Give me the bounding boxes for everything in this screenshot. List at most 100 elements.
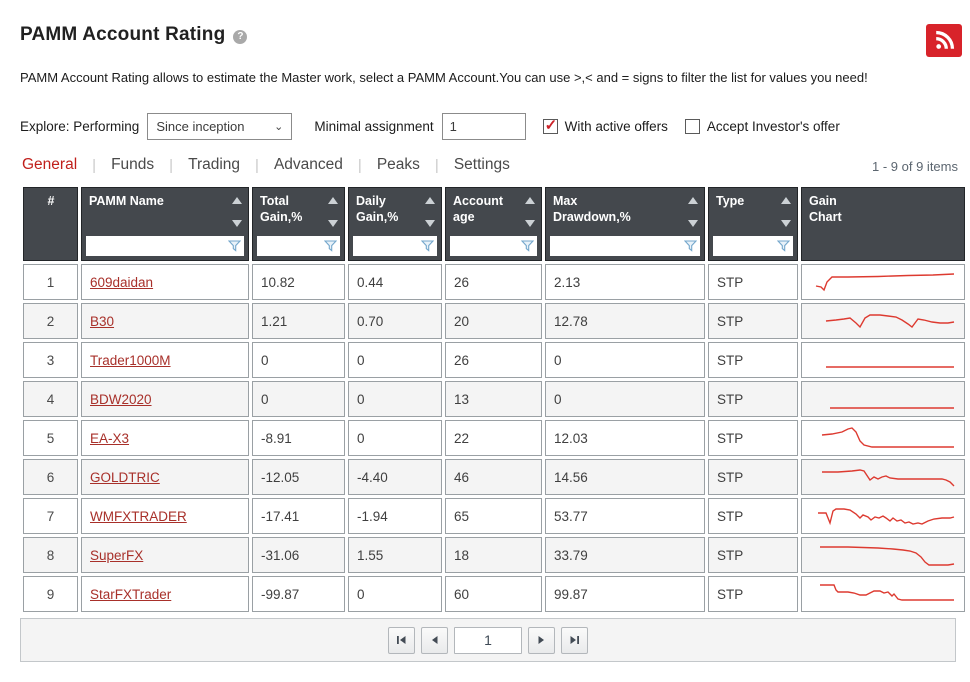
filter-funnel-icon[interactable] [324,240,337,252]
page-number-input[interactable] [454,626,522,654]
filter-funnel-icon[interactable] [777,240,790,252]
table-row: 9 StarFXTrader -99.87 0 60 99.87 STP [23,576,965,612]
pamm-name-link[interactable]: StarFXTrader [90,586,172,602]
tab-separator: | [357,156,362,174]
sort-asc-icon[interactable] [425,197,435,204]
table-row: 5 EA-X3 -8.91 0 22 12.03 STP [23,420,965,456]
pamm-name-link[interactable]: WMFXTRADER [90,508,187,524]
tab-settings[interactable]: Settings [453,156,510,173]
column-header-account-age: Account age [445,187,542,261]
filter-funnel-icon[interactable] [521,240,534,252]
account-age-cell: 65 [445,498,542,534]
daily-gain-cell: -4.40 [348,459,442,495]
column-filter-input[interactable] [86,236,228,256]
minimal-assignment-input[interactable] [441,113,526,140]
gain-sparkline [825,314,955,329]
column-header-type: Type [708,187,798,261]
sort-desc-icon[interactable] [688,220,698,227]
help-icon[interactable]: ? [233,29,248,44]
pamm-name-link[interactable]: B30 [90,313,115,329]
row-index: 3 [23,342,78,378]
sort-asc-icon[interactable] [525,197,535,204]
tab-row: General | Funds | Trading | Advanced | Peaks | Set… [20,154,958,176]
filter-funnel-icon[interactable] [421,240,434,252]
sort-desc-icon[interactable] [525,220,535,227]
checkbox-with-active-offers[interactable] [542,116,558,134]
pamm-name-link[interactable]: SuperFX [90,547,144,563]
filter-funnel-icon[interactable] [228,240,241,252]
column-label: Type [716,194,745,208]
column-filter [257,236,340,256]
max-drawdown-cell: 53.77 [545,498,705,534]
column-header-max-drawdown: Max Drawdown,% [545,187,705,261]
max-drawdown-cell: 14.56 [545,459,705,495]
column-label: # [47,194,55,208]
column-filter-input[interactable] [353,236,421,256]
tab-advanced[interactable]: Advanced [273,156,343,173]
pamm-name-link[interactable]: Trader1000M [90,352,171,368]
first-page-button[interactable] [388,626,415,654]
table-row: 1 609daidan 10.82 0.44 26 2.13 STP [23,264,965,300]
column-label: PAMM Name [89,194,164,208]
checkbox-group-with-active-offers[interactable]: With active offers [542,116,668,134]
column-filter-input[interactable] [713,236,777,256]
column-filter [353,236,437,256]
pamm-name-cell: B30 [81,303,249,339]
max-drawdown-cell: 0 [545,342,705,378]
checkbox-group-accept-investor-s-offer[interactable]: Accept Investor's offer [684,119,840,134]
pamm-name-link[interactable]: EA-X3 [90,430,130,446]
column-filter-input[interactable] [450,236,521,256]
total-gain-cell: -99.87 [252,576,345,612]
column-label: Gain Chart [809,194,842,225]
pamm-name-link[interactable]: GOLDTRIC [90,469,160,485]
account-age-cell: 26 [445,264,542,300]
total-gain-cell: 0 [252,342,345,378]
sort-asc-icon[interactable] [688,197,698,204]
pagination-bar [20,618,956,662]
sort-desc-icon[interactable] [781,220,791,227]
pamm-rating-page: PAMM Account Rating ? PAMM Account Ratin… [0,0,970,662]
column-filter-input[interactable] [550,236,684,256]
pamm-name-link[interactable]: BDW2020 [90,391,152,407]
rss-icon[interactable] [926,24,962,57]
row-index: 1 [23,264,78,300]
type-cell: STP [708,459,798,495]
gain-chart-cell [801,459,965,495]
max-drawdown-cell: 0 [545,381,705,417]
column-header-index: # [23,187,78,261]
daily-gain-cell: -1.94 [348,498,442,534]
daily-gain-cell: 0 [348,576,442,612]
sort-desc-icon[interactable] [328,220,338,227]
daily-gain-cell: 1.55 [348,537,442,573]
tab-funds[interactable]: Funds [111,156,155,173]
max-drawdown-cell: 2.13 [545,264,705,300]
sort-asc-icon[interactable] [328,197,338,204]
row-index: 6 [23,459,78,495]
prev-page-button[interactable] [421,626,448,654]
tab-general[interactable]: General [22,156,78,173]
table-row: 2 B30 1.21 0.70 20 12.78 STP [23,303,965,339]
pamm-name-link[interactable]: 609daidan [90,274,154,290]
checkbox-accept-investor-s-offer[interactable] [684,119,700,134]
tab-separator: | [169,156,174,174]
period-select[interactable]: Since inception ⌄ [147,113,293,140]
column-filter-input[interactable] [257,236,324,256]
pamm-name-cell: SuperFX [81,537,249,573]
items-count: 1 - 9 of 9 items [872,159,958,174]
gain-chart-cell [801,303,965,339]
total-gain-cell: -8.91 [252,420,345,456]
sort-asc-icon[interactable] [232,197,242,204]
table-row: 7 WMFXTRADER -17.41 -1.94 65 53.77 STP [23,498,965,534]
filter-funnel-icon[interactable] [684,240,697,252]
sort-desc-icon[interactable] [425,220,435,227]
tab-trading[interactable]: Trading [188,156,241,173]
row-index: 2 [23,303,78,339]
gain-sparkline [821,427,954,448]
column-label: Max Drawdown,% [553,194,631,225]
sort-desc-icon[interactable] [232,220,242,227]
next-page-button[interactable] [528,626,555,654]
last-page-button[interactable] [561,626,588,654]
tab-peaks[interactable]: Peaks [376,156,420,173]
row-index: 7 [23,498,78,534]
sort-asc-icon[interactable] [781,197,791,204]
